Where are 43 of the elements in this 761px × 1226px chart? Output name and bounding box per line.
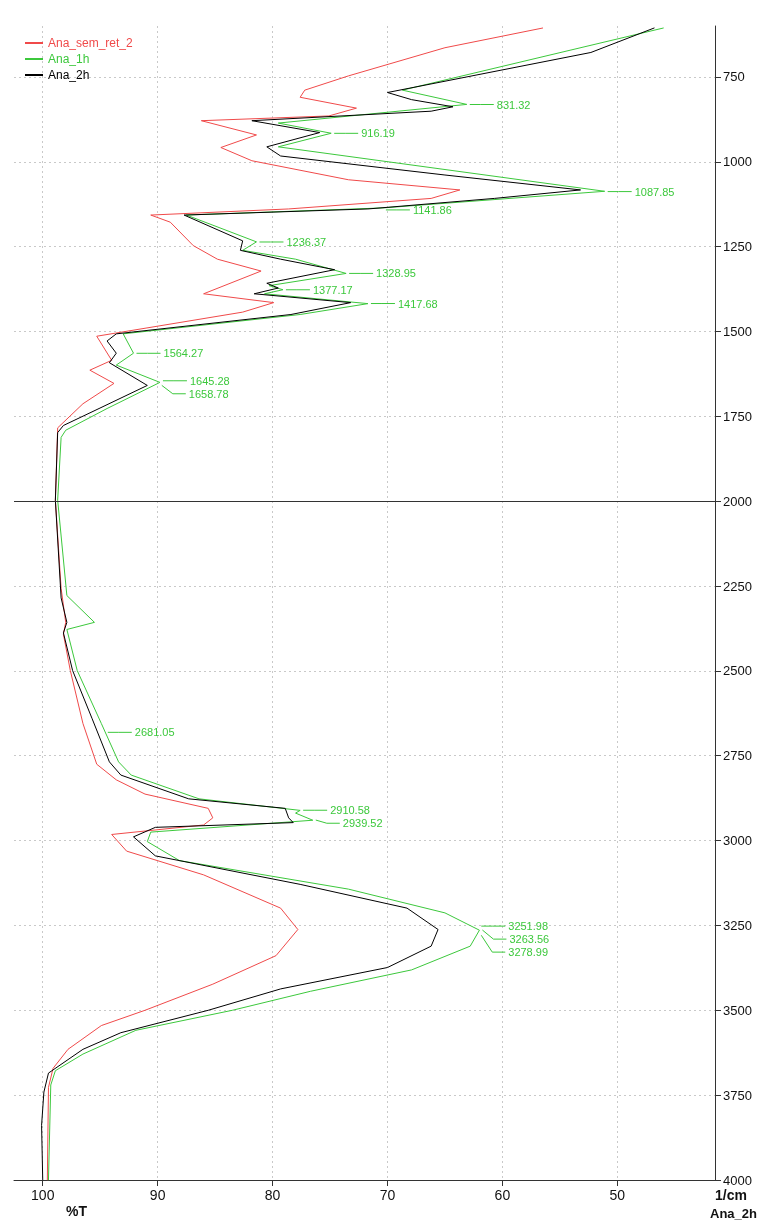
y-tick-label: 750 bbox=[723, 69, 745, 85]
y-tick-label: 2500 bbox=[723, 663, 752, 679]
x-tick-label: 90 bbox=[149, 1187, 166, 1203]
text: Ana_2h bbox=[710, 1206, 758, 1221]
x-tick-label: 80 bbox=[264, 1187, 281, 1203]
y-tick-label: 3000 bbox=[723, 833, 752, 849]
annotation: 1645.28 bbox=[189, 374, 230, 387]
annotation: 3251.98 bbox=[508, 920, 549, 933]
y-axis-title: 1/cm bbox=[715, 1187, 747, 1203]
y-tick-label: 2250 bbox=[723, 578, 752, 594]
y-tick-label: 1500 bbox=[723, 323, 752, 339]
annotation: 1141.86 bbox=[412, 203, 452, 216]
legend-label: Ana_1h bbox=[48, 52, 90, 66]
annotation: 2681.05 bbox=[134, 726, 175, 739]
x-tick-label: 70 bbox=[379, 1187, 396, 1203]
x-axis-title: %T bbox=[66, 1203, 88, 1219]
annotation: 3278.99 bbox=[508, 946, 549, 959]
y-tick-label: 4000 bbox=[723, 1172, 752, 1188]
y-tick-label: 2000 bbox=[723, 493, 752, 509]
y-tick-label: 1000 bbox=[723, 154, 752, 170]
x-tick-label: 50 bbox=[609, 1187, 626, 1203]
legend-label: Ana_2h bbox=[48, 68, 90, 82]
x-tick-label: 60 bbox=[494, 1187, 511, 1203]
y-tick-label: 3250 bbox=[723, 917, 752, 933]
annotation: 1236.37 bbox=[286, 235, 327, 248]
y-tick-label: 3500 bbox=[723, 1002, 752, 1018]
y-tick-label: 1250 bbox=[723, 239, 752, 255]
annotation: 1658.78 bbox=[188, 387, 229, 400]
x-tick-label: 100 bbox=[31, 1187, 55, 1203]
y-tick-label: 2750 bbox=[723, 748, 752, 764]
annotation: 1417.68 bbox=[397, 297, 438, 310]
legend-label: Ana_sem_ret_2 bbox=[48, 36, 134, 50]
annotation: 1328.95 bbox=[376, 267, 416, 280]
annotation: 916.19 bbox=[361, 127, 395, 140]
y-tick-label: 3750 bbox=[723, 1087, 752, 1103]
annotation: 2910.58 bbox=[330, 804, 370, 817]
annotation: 1087.85 bbox=[634, 185, 675, 198]
annotation: 3263.56 bbox=[509, 933, 550, 946]
annotation: 1564.27 bbox=[163, 347, 204, 360]
y-tick-label: 1750 bbox=[723, 408, 752, 424]
annotation: 831.32 bbox=[496, 98, 531, 111]
annotation: 2939.52 bbox=[342, 817, 383, 830]
annotation: 1377.17 bbox=[312, 283, 353, 296]
